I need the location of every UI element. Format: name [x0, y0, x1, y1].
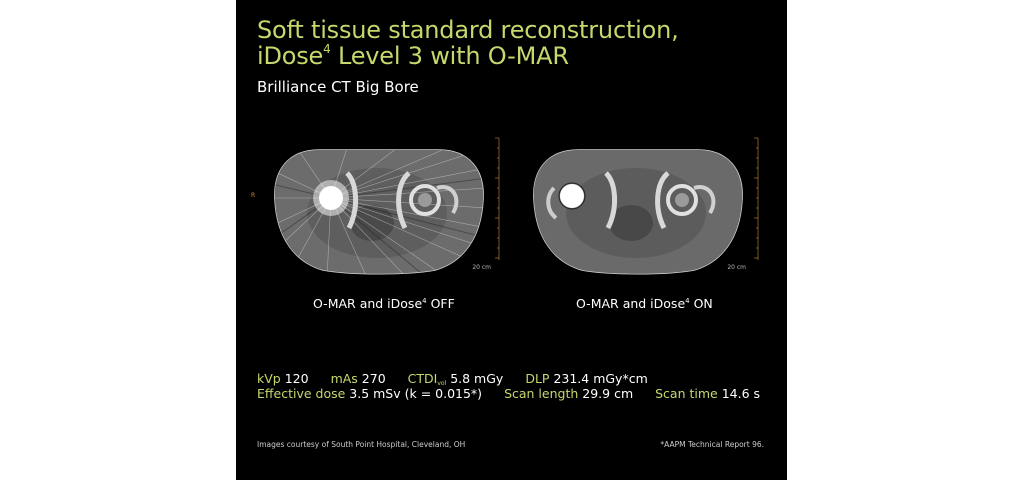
page-title: Soft tissue standard reconstruction, iDo…	[257, 17, 679, 69]
scale-label: 20 cm	[472, 264, 491, 271]
scan-parameters-row-1: kVp 120 mAs 270 CTDIvol 5.8 mGy DLP 231.…	[257, 371, 666, 387]
reference-note: *AAPM Technical Report 96.	[660, 440, 764, 449]
param-scan-length: Scan length 29.9 cm	[504, 386, 634, 401]
title-line-1: Soft tissue standard reconstruction,	[257, 16, 679, 44]
orientation-label: R	[251, 192, 256, 199]
param-kvp: kVp 120	[257, 371, 309, 386]
scale-label: 20 cm	[727, 264, 746, 271]
ct-image-omar-off: R 20 cm	[247, 128, 505, 278]
param-effective-dose: Effective dose 3.5 mSv (k = 0.015*)	[257, 386, 483, 401]
dark-panel: Soft tissue standard reconstruction, iDo…	[236, 0, 787, 480]
image-credit: Images courtesy of South Point Hospital,…	[257, 440, 466, 449]
param-ctdi: CTDIvol 5.8 mGy	[407, 371, 504, 387]
page-subtitle: Brilliance CT Big Bore	[257, 78, 419, 96]
param-mas: mAs 270	[330, 371, 386, 386]
scan-parameters-row-2: Effective dose 3.5 mSv (k = 0.015*) Scan…	[257, 386, 778, 401]
caption-omar-on: O-MAR and iDose4 ON	[576, 296, 713, 311]
param-scan-time: Scan time 14.6 s	[655, 386, 761, 401]
param-dlp: DLP 231.4 mGy*cm	[525, 371, 648, 386]
title-line-2: iDose4 Level 3 with O-MAR	[257, 42, 569, 70]
caption-omar-off: O-MAR and iDose4 OFF	[313, 296, 455, 311]
ct-image-omar-on: 20 cm	[516, 128, 774, 278]
